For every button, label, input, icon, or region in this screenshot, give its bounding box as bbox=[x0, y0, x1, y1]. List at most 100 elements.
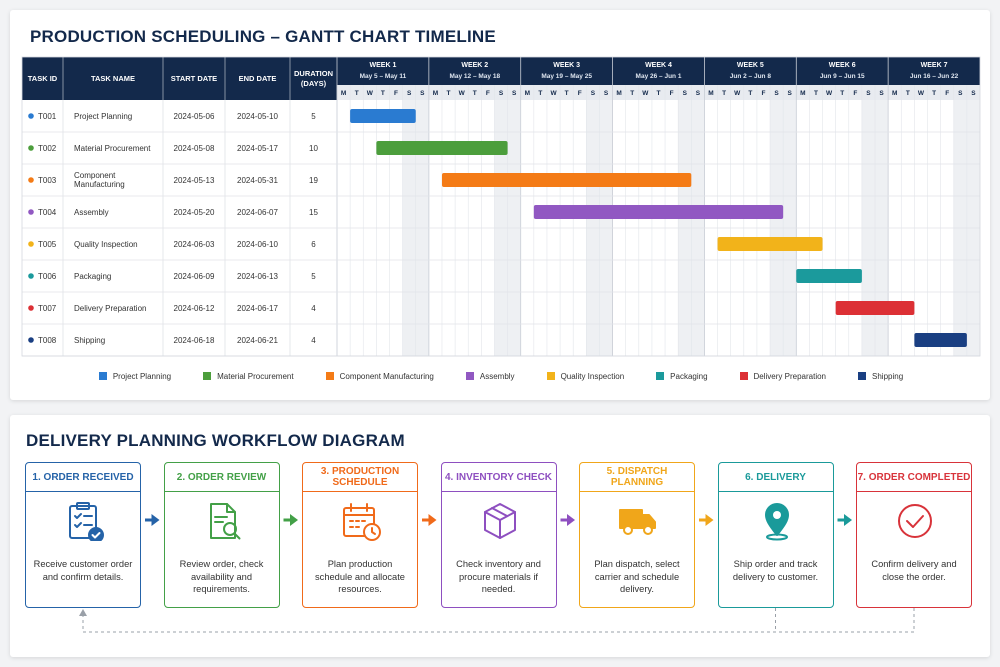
week-range: May 26 – Jun 1 bbox=[636, 73, 682, 80]
week-label: WEEK 1 bbox=[370, 62, 397, 69]
task-start: 2024-05-13 bbox=[173, 175, 215, 185]
task-duration: 10 bbox=[309, 143, 318, 153]
task-id: T004 bbox=[38, 207, 57, 217]
task-name: Project Planning bbox=[74, 111, 133, 121]
task-id: T008 bbox=[38, 335, 57, 345]
step-text: Plan production schedule and allocate re… bbox=[315, 559, 405, 594]
task-end: 2024-06-07 bbox=[237, 207, 278, 217]
step-title: 1. ORDER RECEIVED bbox=[26, 463, 140, 492]
task-end: 2024-06-17 bbox=[237, 303, 278, 313]
day-letter: T bbox=[748, 90, 752, 97]
day-letter: T bbox=[814, 90, 818, 97]
step-icon bbox=[88, 527, 104, 541]
day-letter: T bbox=[565, 90, 569, 97]
legend-swatch bbox=[739, 372, 748, 380]
legend-swatch bbox=[465, 372, 474, 380]
step-title: 3. PRODUCTION SCHEDULE bbox=[303, 463, 417, 492]
task-id: T007 bbox=[38, 303, 57, 313]
legend-swatch bbox=[98, 372, 107, 380]
gantt-bar bbox=[441, 173, 692, 187]
step-icon bbox=[765, 533, 788, 541]
step-icon bbox=[343, 503, 381, 541]
step-icon bbox=[343, 503, 375, 528]
gantt-bar bbox=[835, 301, 915, 315]
task-dot bbox=[28, 177, 34, 183]
task-start: 2024-05-20 bbox=[173, 207, 215, 217]
task-start: 2024-05-08 bbox=[173, 143, 215, 153]
legend-item: Component Manufacturing bbox=[325, 372, 434, 381]
step-icon bbox=[69, 505, 97, 539]
legend-swatch bbox=[203, 372, 212, 380]
gantt-bar bbox=[533, 205, 784, 219]
task-duration: 6 bbox=[311, 239, 316, 249]
task-dot bbox=[28, 305, 34, 311]
flow-arrowhead bbox=[705, 514, 714, 526]
task-end: 2024-06-21 bbox=[237, 335, 278, 345]
day-letter: S bbox=[407, 90, 412, 97]
task-name: Packaging bbox=[74, 271, 112, 281]
step-title: 4. INVENTORY CHECK bbox=[441, 463, 556, 492]
step-icon bbox=[764, 503, 789, 541]
workflow-step: 6. DELIVERY Ship order and track delivery… bbox=[717, 462, 834, 608]
day-letter: M bbox=[433, 90, 438, 97]
day-letter: S bbox=[591, 90, 596, 97]
day-letter: T bbox=[447, 90, 451, 97]
task-dot bbox=[28, 209, 34, 215]
step-text: Check inventory and procure materials if… bbox=[456, 559, 541, 594]
day-letter: T bbox=[381, 90, 385, 97]
day-letter: W bbox=[367, 90, 374, 97]
day-letter: W bbox=[734, 90, 741, 97]
task-name: Delivery Preparation bbox=[74, 303, 147, 313]
step-title: 7. ORDER COMPLETED bbox=[857, 463, 971, 492]
task-id: T001 bbox=[38, 111, 57, 121]
column-header: TASK ID bbox=[27, 73, 58, 83]
workflow-step: 7. ORDER COMPLETED Confirm delivery and c… bbox=[856, 462, 972, 608]
day-letter: F bbox=[853, 90, 857, 97]
step-icon bbox=[74, 513, 93, 528]
day-letter: T bbox=[355, 90, 359, 97]
step-icon bbox=[772, 511, 781, 519]
day-letter: S bbox=[512, 90, 517, 97]
step-text: Confirm delivery and close the order. bbox=[871, 559, 957, 582]
day-letter: M bbox=[708, 90, 713, 97]
day-letter: M bbox=[525, 90, 530, 97]
task-start: 2024-06-03 bbox=[173, 239, 215, 249]
day-letter: T bbox=[657, 90, 661, 97]
day-letter: S bbox=[866, 90, 871, 97]
step-icon bbox=[641, 514, 656, 529]
step-icon bbox=[233, 532, 240, 540]
legend-item: Delivery Preparation bbox=[739, 372, 826, 381]
task-id: T002 bbox=[38, 143, 57, 153]
task-dot bbox=[28, 337, 34, 343]
task-name: Material Procurement bbox=[74, 143, 151, 153]
day-letter: T bbox=[932, 90, 936, 97]
task-duration: 5 bbox=[311, 111, 316, 121]
day-letter: F bbox=[670, 90, 674, 97]
legend-label: Shipping bbox=[872, 372, 904, 381]
week-range: Jun 2 – Jun 8 bbox=[730, 73, 772, 80]
workflow-step: 4. INVENTORY CHECK Check inventory and pr… bbox=[440, 462, 557, 608]
workflow-step: 1. ORDER RECEIVED Receive customer order … bbox=[25, 462, 141, 608]
day-letter: S bbox=[971, 90, 976, 97]
legend-swatch bbox=[546, 372, 555, 380]
step-icon bbox=[764, 503, 789, 536]
day-letter: W bbox=[550, 90, 557, 97]
step-icon bbox=[623, 525, 633, 535]
day-letter: M bbox=[616, 90, 621, 97]
workflow-step: 5. DISPATCH PLANNING Plan dispatch, selec… bbox=[579, 462, 695, 608]
column-header: START DATE bbox=[170, 73, 218, 83]
day-letter: S bbox=[788, 90, 793, 97]
legend-item: Packaging bbox=[656, 372, 708, 381]
legend-swatch bbox=[858, 372, 866, 380]
day-letter: S bbox=[879, 90, 884, 97]
step-text: Ship order and track delivery to custome… bbox=[732, 559, 819, 582]
legend-item: Shipping bbox=[858, 372, 903, 381]
step-icon bbox=[343, 507, 375, 537]
day-letter: T bbox=[722, 90, 726, 97]
feedback-arrowhead bbox=[79, 609, 87, 616]
flow-arrowhead bbox=[844, 514, 852, 526]
legend-label: Assembly bbox=[479, 372, 515, 381]
task-id: T005 bbox=[38, 239, 57, 249]
legend-item: Material Procurement bbox=[203, 372, 294, 381]
